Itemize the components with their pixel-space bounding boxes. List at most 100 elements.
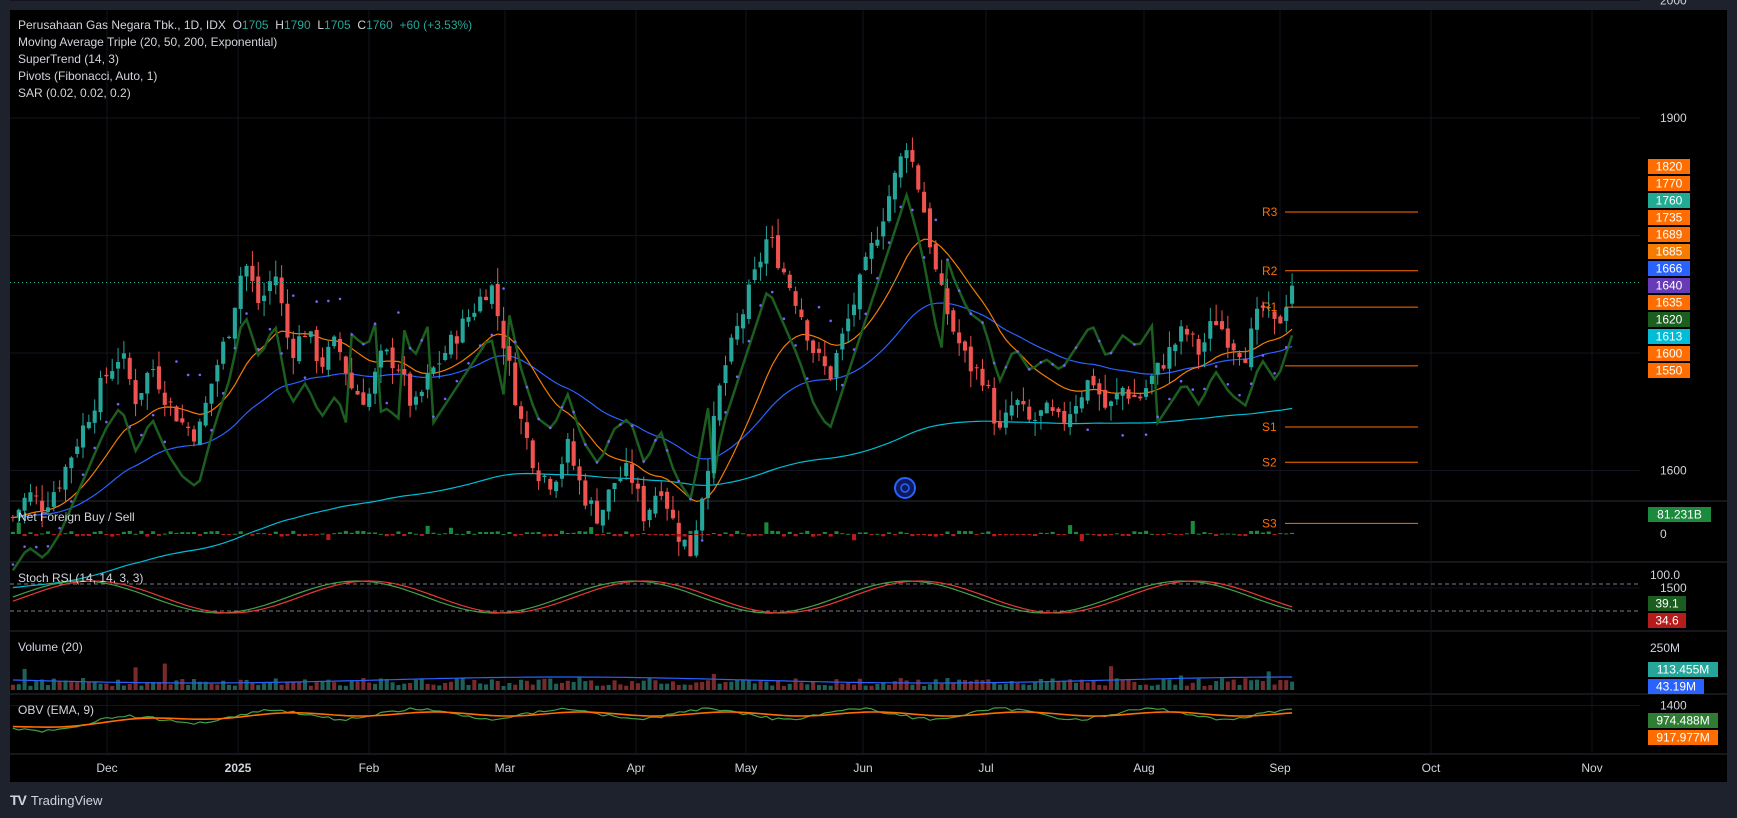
candle-body — [373, 371, 378, 394]
foreign-bar — [1249, 530, 1254, 534]
foreign-zero-tick: 0 — [1660, 527, 1667, 541]
volume-bar — [752, 683, 757, 690]
candle-body — [951, 310, 956, 332]
candle-body — [443, 352, 448, 360]
pane-title-stoch[interactable]: Stoch RSI (14, 14, 3, 3) — [18, 571, 144, 585]
indicator-pivots[interactable]: Pivots (Fibonacci, Auto, 1) — [18, 69, 158, 83]
foreign-bar — [519, 534, 524, 535]
foreign-bar — [1021, 534, 1026, 535]
foreign-tag — [1648, 507, 1711, 522]
candle-body — [98, 377, 103, 413]
volume-bar — [413, 679, 418, 690]
volume-bar — [501, 685, 506, 690]
obv-tag-label: 974.488M — [1656, 714, 1709, 728]
price-tag-label: 1666 — [1656, 262, 1683, 276]
stoch-upper-tick: 100.0 — [1650, 568, 1680, 582]
foreign-bar — [986, 531, 991, 534]
sar-dot — [1133, 343, 1136, 346]
candle-body — [466, 317, 471, 322]
foreign-bar — [431, 532, 436, 534]
volume-bar — [349, 680, 354, 690]
candle-body — [367, 393, 372, 407]
foreign-bar — [1196, 533, 1201, 535]
foreign-bar — [1219, 533, 1225, 535]
candle-body — [384, 349, 389, 352]
foreign-bar — [343, 530, 348, 534]
indicator-supertrend[interactable]: SuperTrend (14, 3) — [18, 52, 119, 66]
volume-bar — [121, 685, 126, 690]
volume-bar — [279, 684, 284, 690]
volume-bar — [1161, 678, 1166, 690]
volume-bar — [542, 678, 547, 690]
sar-dot — [303, 376, 307, 379]
sar-dot — [537, 417, 540, 421]
foreign-bar — [1290, 532, 1295, 534]
volume-tag — [1648, 662, 1718, 677]
volume-bar — [1144, 684, 1149, 690]
high-label: H — [275, 18, 284, 32]
x-tick-label: Jun — [853, 761, 872, 775]
foreign-bar — [1138, 532, 1143, 534]
volume-bar — [180, 679, 185, 690]
candle-body — [1260, 305, 1265, 308]
y-tick-label: 1300 — [1660, 816, 1687, 818]
sar-dot — [350, 333, 353, 336]
close-value: 1760 — [366, 18, 393, 32]
candle-body — [343, 356, 348, 374]
candle-body — [1278, 316, 1283, 324]
volume-bar — [419, 678, 424, 690]
foreign-bar — [951, 534, 956, 537]
candle-body — [758, 261, 763, 268]
sar-dot — [911, 208, 914, 212]
candle-body — [1243, 358, 1248, 363]
foreign-bar — [361, 531, 366, 534]
foreign-bar — [1050, 531, 1055, 534]
candle-body — [478, 296, 483, 312]
candle-body — [291, 338, 296, 358]
candle-body — [881, 221, 886, 237]
volume-bar — [770, 685, 775, 690]
foreign-bar — [676, 534, 681, 537]
candle-body — [641, 485, 646, 522]
foreign-bar — [238, 531, 243, 534]
foreign-bar — [822, 532, 827, 534]
pane-title-foreign[interactable]: Net Foreign Buy / Sell — [18, 510, 135, 524]
volume-bar — [524, 680, 529, 690]
volume-bar — [606, 684, 611, 690]
volume-bar — [729, 681, 734, 690]
foreign-bar — [1208, 533, 1213, 535]
volume-bar — [653, 680, 658, 690]
indicator-sar[interactable]: SAR (0.02, 0.02, 0.2) — [18, 86, 131, 100]
sar-dot — [1109, 351, 1113, 355]
foreign-bar — [116, 534, 121, 536]
sar-dot — [467, 362, 470, 365]
replay-marker-icon[interactable] — [894, 477, 916, 499]
volume-bar — [659, 683, 664, 690]
price-tag — [1648, 176, 1690, 191]
pane-title-obv[interactable]: OBV (EMA, 9) — [18, 703, 95, 717]
foreign-bar — [670, 534, 675, 535]
foreign-bar — [524, 532, 529, 534]
foreign-bar — [63, 533, 68, 535]
candle-body — [1015, 400, 1020, 406]
indicator-ma-triple[interactable]: Moving Average Triple (20, 50, 200, Expo… — [18, 35, 278, 49]
candle-body — [752, 269, 757, 281]
sar-dot — [864, 312, 867, 316]
volume-tag-label: 113.455M — [1657, 663, 1709, 677]
foreign-bar — [267, 534, 272, 536]
sar-dot — [957, 289, 961, 292]
candle-body — [1254, 308, 1260, 330]
volume-bar — [302, 679, 308, 690]
candle-body — [980, 368, 985, 386]
pane-title-volume[interactable]: Volume (20) — [18, 640, 83, 654]
volume-bar — [1254, 679, 1260, 690]
stoch-d-tag — [1648, 613, 1686, 628]
price-tag — [1648, 193, 1690, 208]
foreign-bar — [1062, 534, 1067, 535]
candle-body — [957, 332, 962, 344]
x-tick-label: Oct — [1422, 761, 1441, 775]
foreign-bar — [851, 534, 857, 541]
volume-bar — [285, 681, 290, 690]
candle-body — [86, 422, 91, 429]
